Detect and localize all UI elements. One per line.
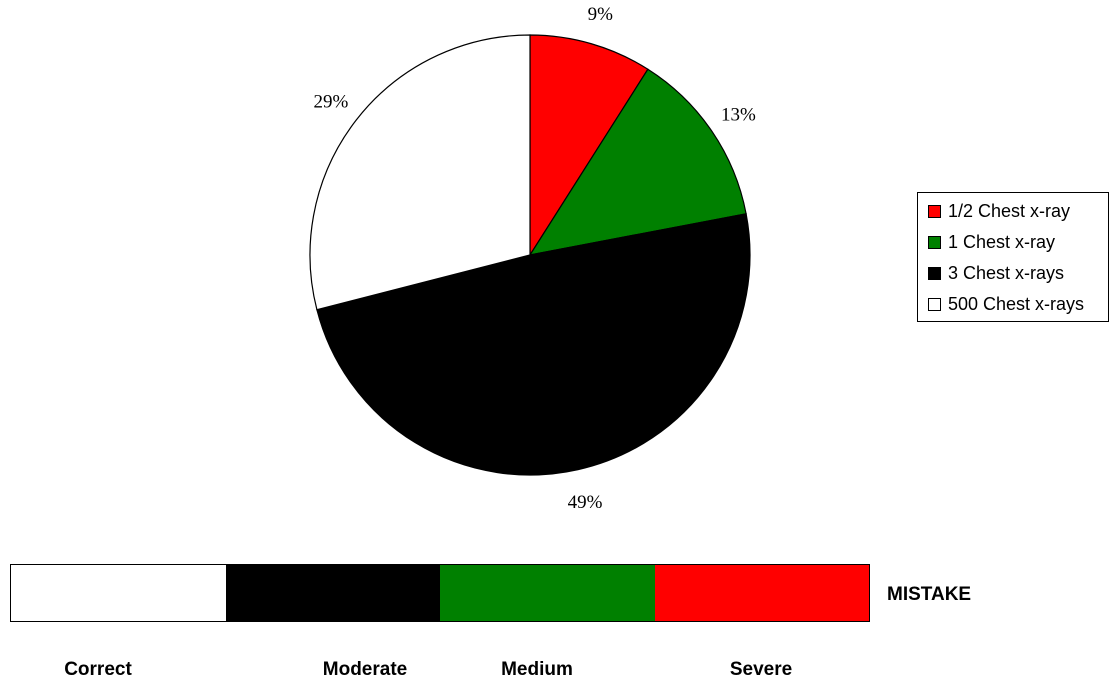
slice-value-label-2: 13% (721, 104, 756, 125)
legend-swatch-1 (928, 205, 941, 218)
legend-label-1: 1/2 Chest x-ray (948, 201, 1071, 221)
pie-slice-3 (316, 213, 751, 476)
legend-label-2: 1 Chest x-ray (948, 232, 1056, 252)
legend-label-4: 500 Chest x-rays (948, 294, 1085, 314)
mistake-scale-bar (10, 564, 870, 622)
scale-segment-2 (225, 565, 440, 621)
scale-label-2: Moderate (322, 659, 408, 680)
legend-swatch-3 (928, 267, 941, 280)
slice-value-label-4: 29% (313, 92, 348, 113)
legend-swatch-2 (928, 236, 941, 249)
pie-slice-4 (309, 34, 531, 311)
slice-value-label-3: 49% (568, 492, 603, 513)
scale-segment-1 (11, 565, 226, 621)
legend-label-3: 3 Chest x-rays (948, 263, 1065, 283)
pie-slice-1 (529, 34, 649, 258)
legend-item-2: 1 Chest x-ray (928, 227, 1108, 258)
slice-value-label-1: 9% (588, 4, 614, 25)
scale-segment-4 (654, 565, 869, 621)
legend-item-4: 500 Chest x-rays (928, 289, 1108, 320)
legend: 1/2 Chest x-ray 1 Chest x-ray 3 Chest x-ra… (917, 192, 1109, 322)
scale-label-1: Correct (64, 659, 132, 680)
scale-label-4: Severe (729, 659, 793, 680)
scale-label-3: Medium (501, 659, 573, 680)
pie-slice-2 (528, 68, 747, 256)
scale-segment-3 (440, 565, 655, 621)
mistake-scale-title: MISTAKE (887, 584, 972, 605)
legend-item-3: 3 Chest x-rays (928, 258, 1108, 289)
legend-swatch-4 (928, 298, 941, 311)
legend-item-1: 1/2 Chest x-ray (928, 196, 1108, 227)
